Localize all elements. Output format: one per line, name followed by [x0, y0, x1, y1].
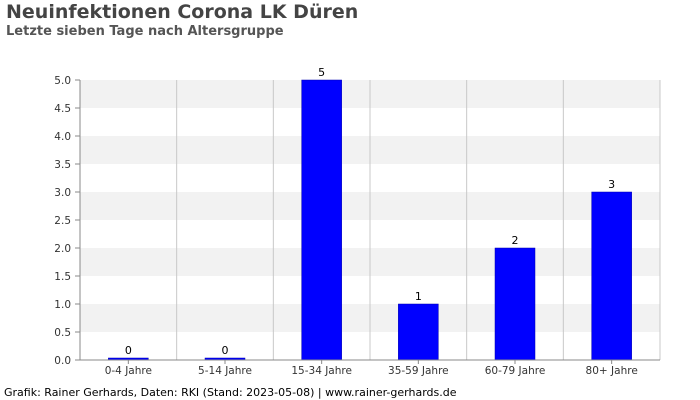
data-labels: 0 0 5 1 2 3 [125, 66, 615, 357]
y-tick-label: 1.5 [54, 271, 71, 283]
bar [398, 303, 439, 361]
y-axis-ticks: 0.0 0.5 1.0 1.5 2.0 2.5 3.0 3.5 4.0 4.5 5.0 [54, 75, 80, 367]
x-axis-ticks: 0-4 Jahre 5-14 Jahre 15-34 Jahre 35-59 Jahr… [105, 360, 638, 377]
data-label: 3 [608, 178, 615, 191]
bar [301, 79, 342, 361]
chart-title: Neuinfektionen Corona LK Düren [6, 1, 359, 23]
y-tick-label: 3.0 [54, 187, 71, 199]
chart-subtitle: Letzte sieben Tage nach Altersgruppe [6, 24, 284, 39]
x-tick-label: 80+ Jahre [586, 365, 638, 377]
data-label: 1 [415, 290, 422, 303]
bar [591, 191, 632, 361]
y-tick-label: 2.5 [54, 215, 71, 227]
y-tick-label: 3.5 [54, 159, 71, 171]
x-tick-label: 35-59 Jahre [388, 365, 449, 377]
x-tick-label: 0-4 Jahre [105, 365, 152, 377]
vertical-gridlines [176, 80, 661, 360]
data-label: 5 [318, 66, 325, 79]
y-tick-label: 4.0 [54, 131, 71, 143]
x-tick-label: 60-79 Jahre [485, 365, 546, 377]
data-label: 0 [125, 344, 132, 357]
bars [108, 79, 632, 361]
axes [79, 80, 660, 361]
y-tick-label: 4.5 [54, 103, 71, 115]
y-tick-label: 2.0 [54, 243, 71, 255]
y-tick-label: 0.5 [54, 327, 71, 339]
bar [494, 247, 536, 361]
x-tick-label: 15-34 Jahre [291, 365, 352, 377]
y-tick-label: 5.0 [54, 75, 71, 87]
y-tick-label: 0.0 [54, 355, 71, 367]
y-tick-label: 1.0 [54, 299, 71, 311]
data-label: 2 [512, 234, 519, 247]
data-label: 0 [222, 344, 229, 357]
x-tick-label: 5-14 Jahre [198, 365, 252, 377]
footer-credit: Grafik: Rainer Gerhards, Daten: RKI (Sta… [4, 386, 457, 399]
